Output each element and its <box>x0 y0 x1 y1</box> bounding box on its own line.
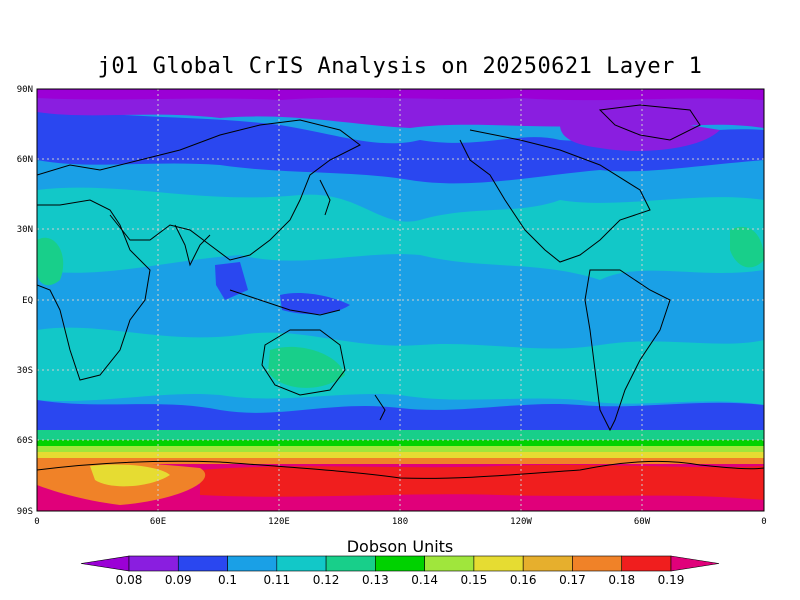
lon-label: 120W <box>510 517 532 527</box>
field-patch-green <box>37 237 64 286</box>
coast-japan <box>319 179 331 216</box>
colorbar-swatch <box>227 555 278 572</box>
colorbar-swatch <box>621 555 672 572</box>
coast-africa <box>37 199 151 381</box>
lat-label: 90S <box>17 507 33 517</box>
map-frame <box>36 88 765 512</box>
field-patch-green <box>730 226 764 268</box>
lat-label: 60N <box>17 155 33 165</box>
field-patch-blue <box>215 262 248 300</box>
lon-label: 120E <box>268 517 290 527</box>
coast-indonesia <box>229 289 341 316</box>
field-band-cyan-nh <box>37 187 764 280</box>
colorbar-label: 0.08 <box>116 573 143 587</box>
coast-greenland <box>598 104 701 141</box>
graticule <box>37 89 764 511</box>
field-antarctic-red <box>200 464 764 500</box>
lat-label: 60S <box>17 436 33 446</box>
lon-label: 60W <box>634 517 651 527</box>
lat-label: EQ <box>22 296 33 306</box>
lon-label: 0 <box>34 517 39 527</box>
coast-australia <box>261 329 346 396</box>
coast-north-america <box>459 129 651 263</box>
colorbar-swatch <box>572 555 623 572</box>
colorbar-label: 0.15 <box>461 573 488 587</box>
colorbar-label: 0.17 <box>559 573 586 587</box>
colorbar-label: 0.13 <box>362 573 389 587</box>
lon-label: 180 <box>392 517 408 527</box>
coast-india <box>174 224 211 267</box>
colorbar-label: 0.18 <box>608 573 635 587</box>
colorbar-swatch <box>325 555 376 572</box>
field-band-cyan-sh <box>37 327 764 405</box>
lon-label: 0 <box>761 517 766 527</box>
colorbar-swatch <box>473 555 524 572</box>
coast-eurasia <box>37 119 361 261</box>
lat-label: 30S <box>17 366 33 376</box>
field-antarctic-yellow <box>90 464 170 487</box>
lon-axis: 0 60E 120E 180 120W 60W 0 <box>34 517 766 527</box>
lat-axis: 90N 60N 30N EQ 30S 60S 90S <box>17 85 33 517</box>
colorbar-label: 0.1 <box>218 573 237 587</box>
colorbar-swatch <box>276 555 327 572</box>
coastlines <box>37 104 764 479</box>
colorbar-label: 0.16 <box>510 573 537 587</box>
colorbar-swatch <box>424 555 475 572</box>
colorbar-swatch <box>177 555 228 572</box>
lat-label: 30N <box>17 225 33 235</box>
field-band-green2-s <box>37 440 764 446</box>
lon-label: 60E <box>150 517 166 527</box>
colorbar-label: 0.11 <box>263 573 290 587</box>
colorbar-swatch <box>375 555 425 572</box>
colorbar-title: Dobson Units <box>346 537 454 556</box>
colorbar: 0.08 0.09 0.1 0.11 0.12 0.13 0.14 0.15 0.16 0.17 0… <box>80 555 720 587</box>
lat-label: 90N <box>17 85 33 95</box>
field-patch-green <box>268 346 345 388</box>
map-title: j01 Global CrIS Analysis on 20250621 Lay… <box>97 54 703 79</box>
field-patch-blue <box>280 293 350 315</box>
colorbar-swatch <box>128 555 179 572</box>
coast-antarctica <box>37 460 764 479</box>
colorbar-label: 0.12 <box>313 573 340 587</box>
coast-newzealand <box>374 394 386 421</box>
colorbar-label: 0.19 <box>658 573 685 587</box>
colorbar-label: 0.14 <box>411 573 438 587</box>
coast-south-america <box>584 269 671 432</box>
colorbar-swatch <box>670 555 720 572</box>
colorbar-swatch <box>522 555 573 572</box>
colorbar-swatch <box>80 555 130 572</box>
colorbar-label: 0.09 <box>165 573 192 587</box>
